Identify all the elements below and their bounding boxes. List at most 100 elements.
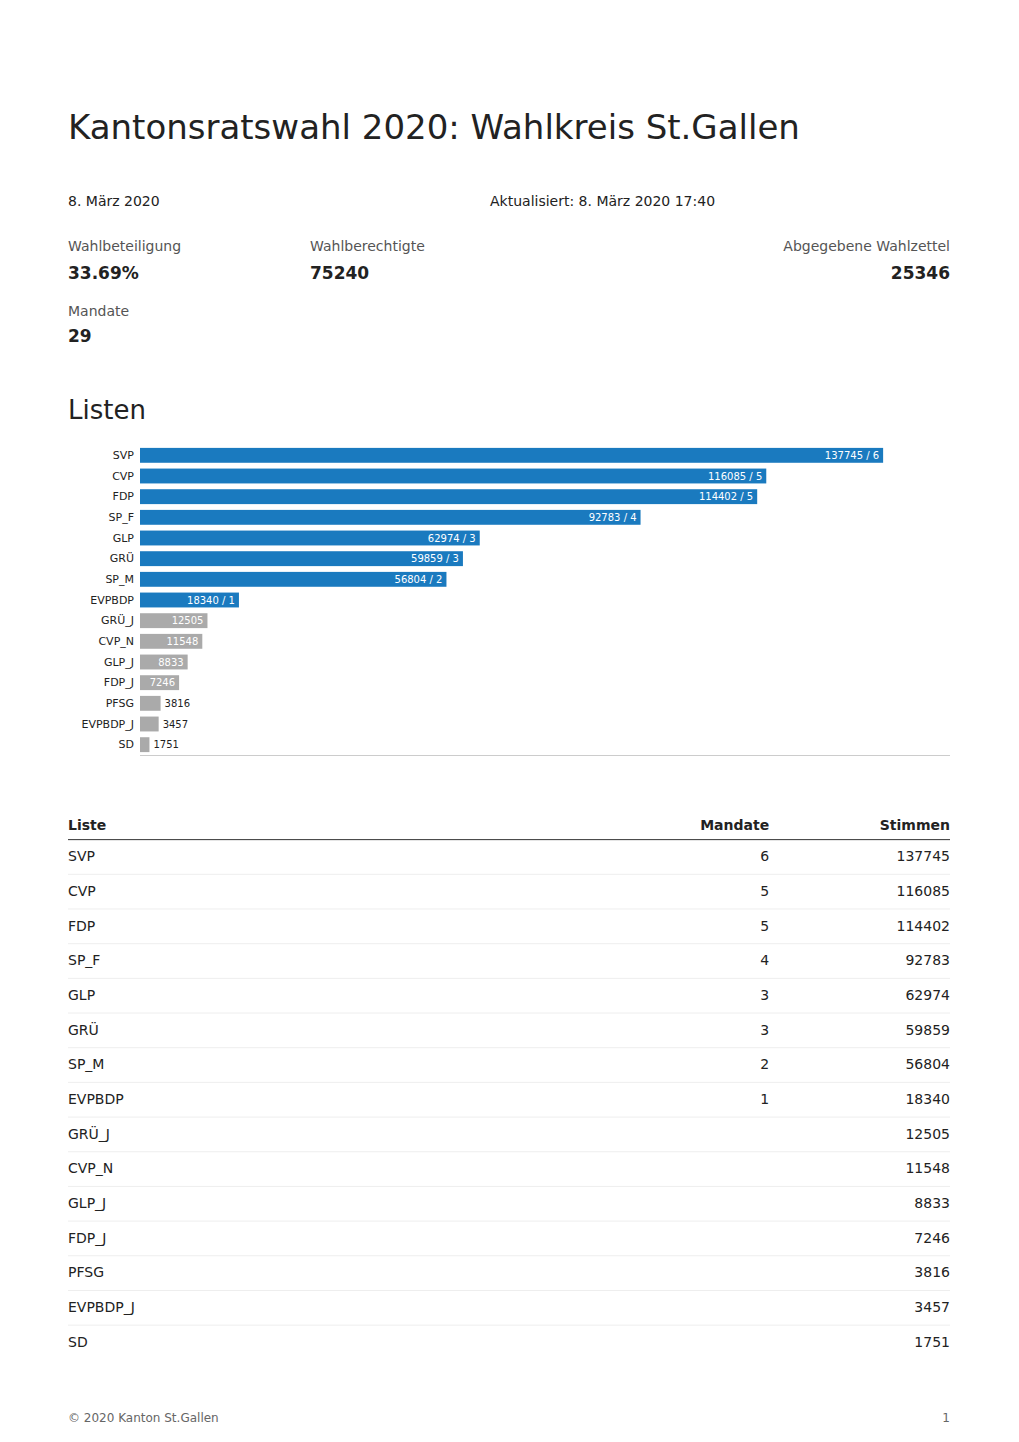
y-tick-label: GRÜ: [110, 552, 134, 565]
bar: [140, 531, 480, 546]
table-row-rule: [68, 1117, 950, 1118]
data-label: 114402 / 5: [699, 491, 753, 502]
table-cell: CVP_N: [68, 1160, 113, 1176]
stat-value: 33.69%: [68, 263, 139, 283]
data-label: 7246: [150, 677, 175, 688]
bar: [140, 551, 463, 566]
table-row-rule: [68, 1082, 950, 1083]
data-label: 59859 / 3: [411, 553, 459, 564]
table-row-rule: [68, 1221, 950, 1222]
table-cell: GLP: [68, 987, 95, 1003]
table-row-rule: [68, 943, 950, 944]
footer: © 2020 Kanton St.Gallen: [68, 1411, 219, 1425]
data-label: 116085 / 5: [708, 471, 762, 482]
table-cell: 56804: [905, 1056, 950, 1072]
stat-value: 75240: [310, 263, 369, 283]
table-row-rule: [68, 978, 950, 979]
table-row-rule: [68, 908, 950, 909]
y-tick-label: SVP: [113, 449, 135, 462]
data-label: 12505: [172, 615, 204, 626]
bar: [140, 737, 149, 752]
table-cell: SP_F: [68, 952, 100, 968]
table-cell: GRÜ_J: [68, 1125, 110, 1142]
table-cell: 3: [760, 987, 769, 1003]
data-label: 92783 / 4: [589, 512, 637, 523]
data-label: 1751: [153, 739, 178, 750]
table-cell: 62974: [905, 987, 950, 1003]
table-row-rule: [68, 1290, 950, 1291]
table-cell: FDP: [68, 918, 95, 934]
table-cell: GLP_J: [68, 1195, 106, 1211]
bar: [140, 675, 179, 690]
table-header: Stimmen: [880, 817, 950, 833]
table-row-rule: [68, 1325, 950, 1326]
table-row-rule: [68, 874, 950, 875]
table-cell: 59859: [905, 1022, 950, 1038]
table-rule: [68, 839, 950, 840]
data-label: 137745 / 6: [825, 450, 879, 461]
data-label: 62974 / 3: [428, 533, 476, 544]
bar: [140, 489, 757, 504]
bar: [140, 593, 239, 608]
table-row-rule: [68, 1255, 950, 1256]
table-cell: CVP: [68, 883, 96, 899]
table-cell: 4: [760, 952, 769, 968]
stat-label: Wahlberechtigte: [310, 238, 425, 254]
table-cell: 7246: [914, 1230, 950, 1246]
background: [0, 0, 1019, 1442]
table-cell: 11548: [905, 1160, 950, 1176]
table-cell: 6: [760, 848, 769, 864]
updated: Aktualisiert: 8. März 2020 17:40: [490, 193, 715, 209]
y-tick-label: EVPBDP: [90, 594, 134, 607]
table-header: Liste: [68, 817, 106, 833]
bar: [140, 448, 883, 463]
chart: Kantonsratswahl 2020: Wahlkreis St.Galle…: [0, 0, 1019, 1442]
y-tick-label: PFSG: [106, 697, 134, 710]
data-label: 8833: [158, 657, 183, 668]
title: Kantonsratswahl 2020: Wahlkreis St.Galle…: [68, 107, 800, 147]
bar: [140, 613, 207, 628]
bar: [140, 469, 766, 484]
data-label: 11548: [166, 636, 198, 647]
bar: [140, 510, 641, 525]
table-cell: 5: [760, 883, 769, 899]
data-label: 56804 / 2: [395, 574, 443, 585]
data-label: 3816: [165, 698, 190, 709]
stat-value: 25346: [891, 263, 950, 283]
table-cell: 18340: [905, 1091, 950, 1107]
y-tick-label: GLP: [113, 532, 135, 545]
table-header: Mandate: [700, 817, 769, 833]
table-cell: EVPBDP_J: [68, 1299, 135, 1315]
table-row-rule: [68, 1151, 950, 1152]
page: {"chart_data": { "type": "bar", "orienta…: [0, 0, 1019, 1442]
date: 8. März 2020: [68, 193, 160, 209]
table-cell: 3: [760, 1022, 769, 1038]
bar: [140, 655, 188, 670]
bar-chart: SVP137745 / 6CVP116085 / 5FDP114402 / 5S…: [81, 448, 950, 756]
table-cell: 92783: [905, 952, 950, 968]
stat-label: Abgegebene Wahlzettel: [783, 238, 950, 254]
table-cell: 8833: [914, 1195, 950, 1211]
bar: [140, 717, 159, 732]
table-row-rule: [68, 1186, 950, 1187]
stat-label: Wahlbeteiligung: [68, 238, 181, 254]
bar: [140, 634, 202, 649]
table-cell: GRÜ: [68, 1021, 99, 1038]
table-cell: PFSG: [68, 1264, 104, 1280]
section-title: Listen: [68, 395, 146, 425]
y-tick-label: CVP: [112, 470, 134, 483]
table-cell: 12505: [905, 1126, 950, 1142]
y-tick-label: CVP_N: [98, 635, 134, 648]
table-cell: 1: [760, 1091, 769, 1107]
table-row-rule: [68, 1013, 950, 1014]
y-tick-label: SP_F: [109, 511, 134, 524]
footer: 1: [942, 1411, 950, 1425]
table-cell: 1751: [914, 1334, 950, 1350]
table-cell: EVPBDP: [68, 1091, 124, 1107]
table-cell: 114402: [897, 918, 950, 934]
data-label: 18340 / 1: [187, 595, 235, 606]
table: ListeMandateStimmenSVP6137745CVP5116085F…: [68, 817, 950, 1350]
table-cell: 2: [760, 1056, 769, 1072]
bar: [140, 572, 446, 587]
y-tick-label: FDP_J: [104, 676, 134, 689]
